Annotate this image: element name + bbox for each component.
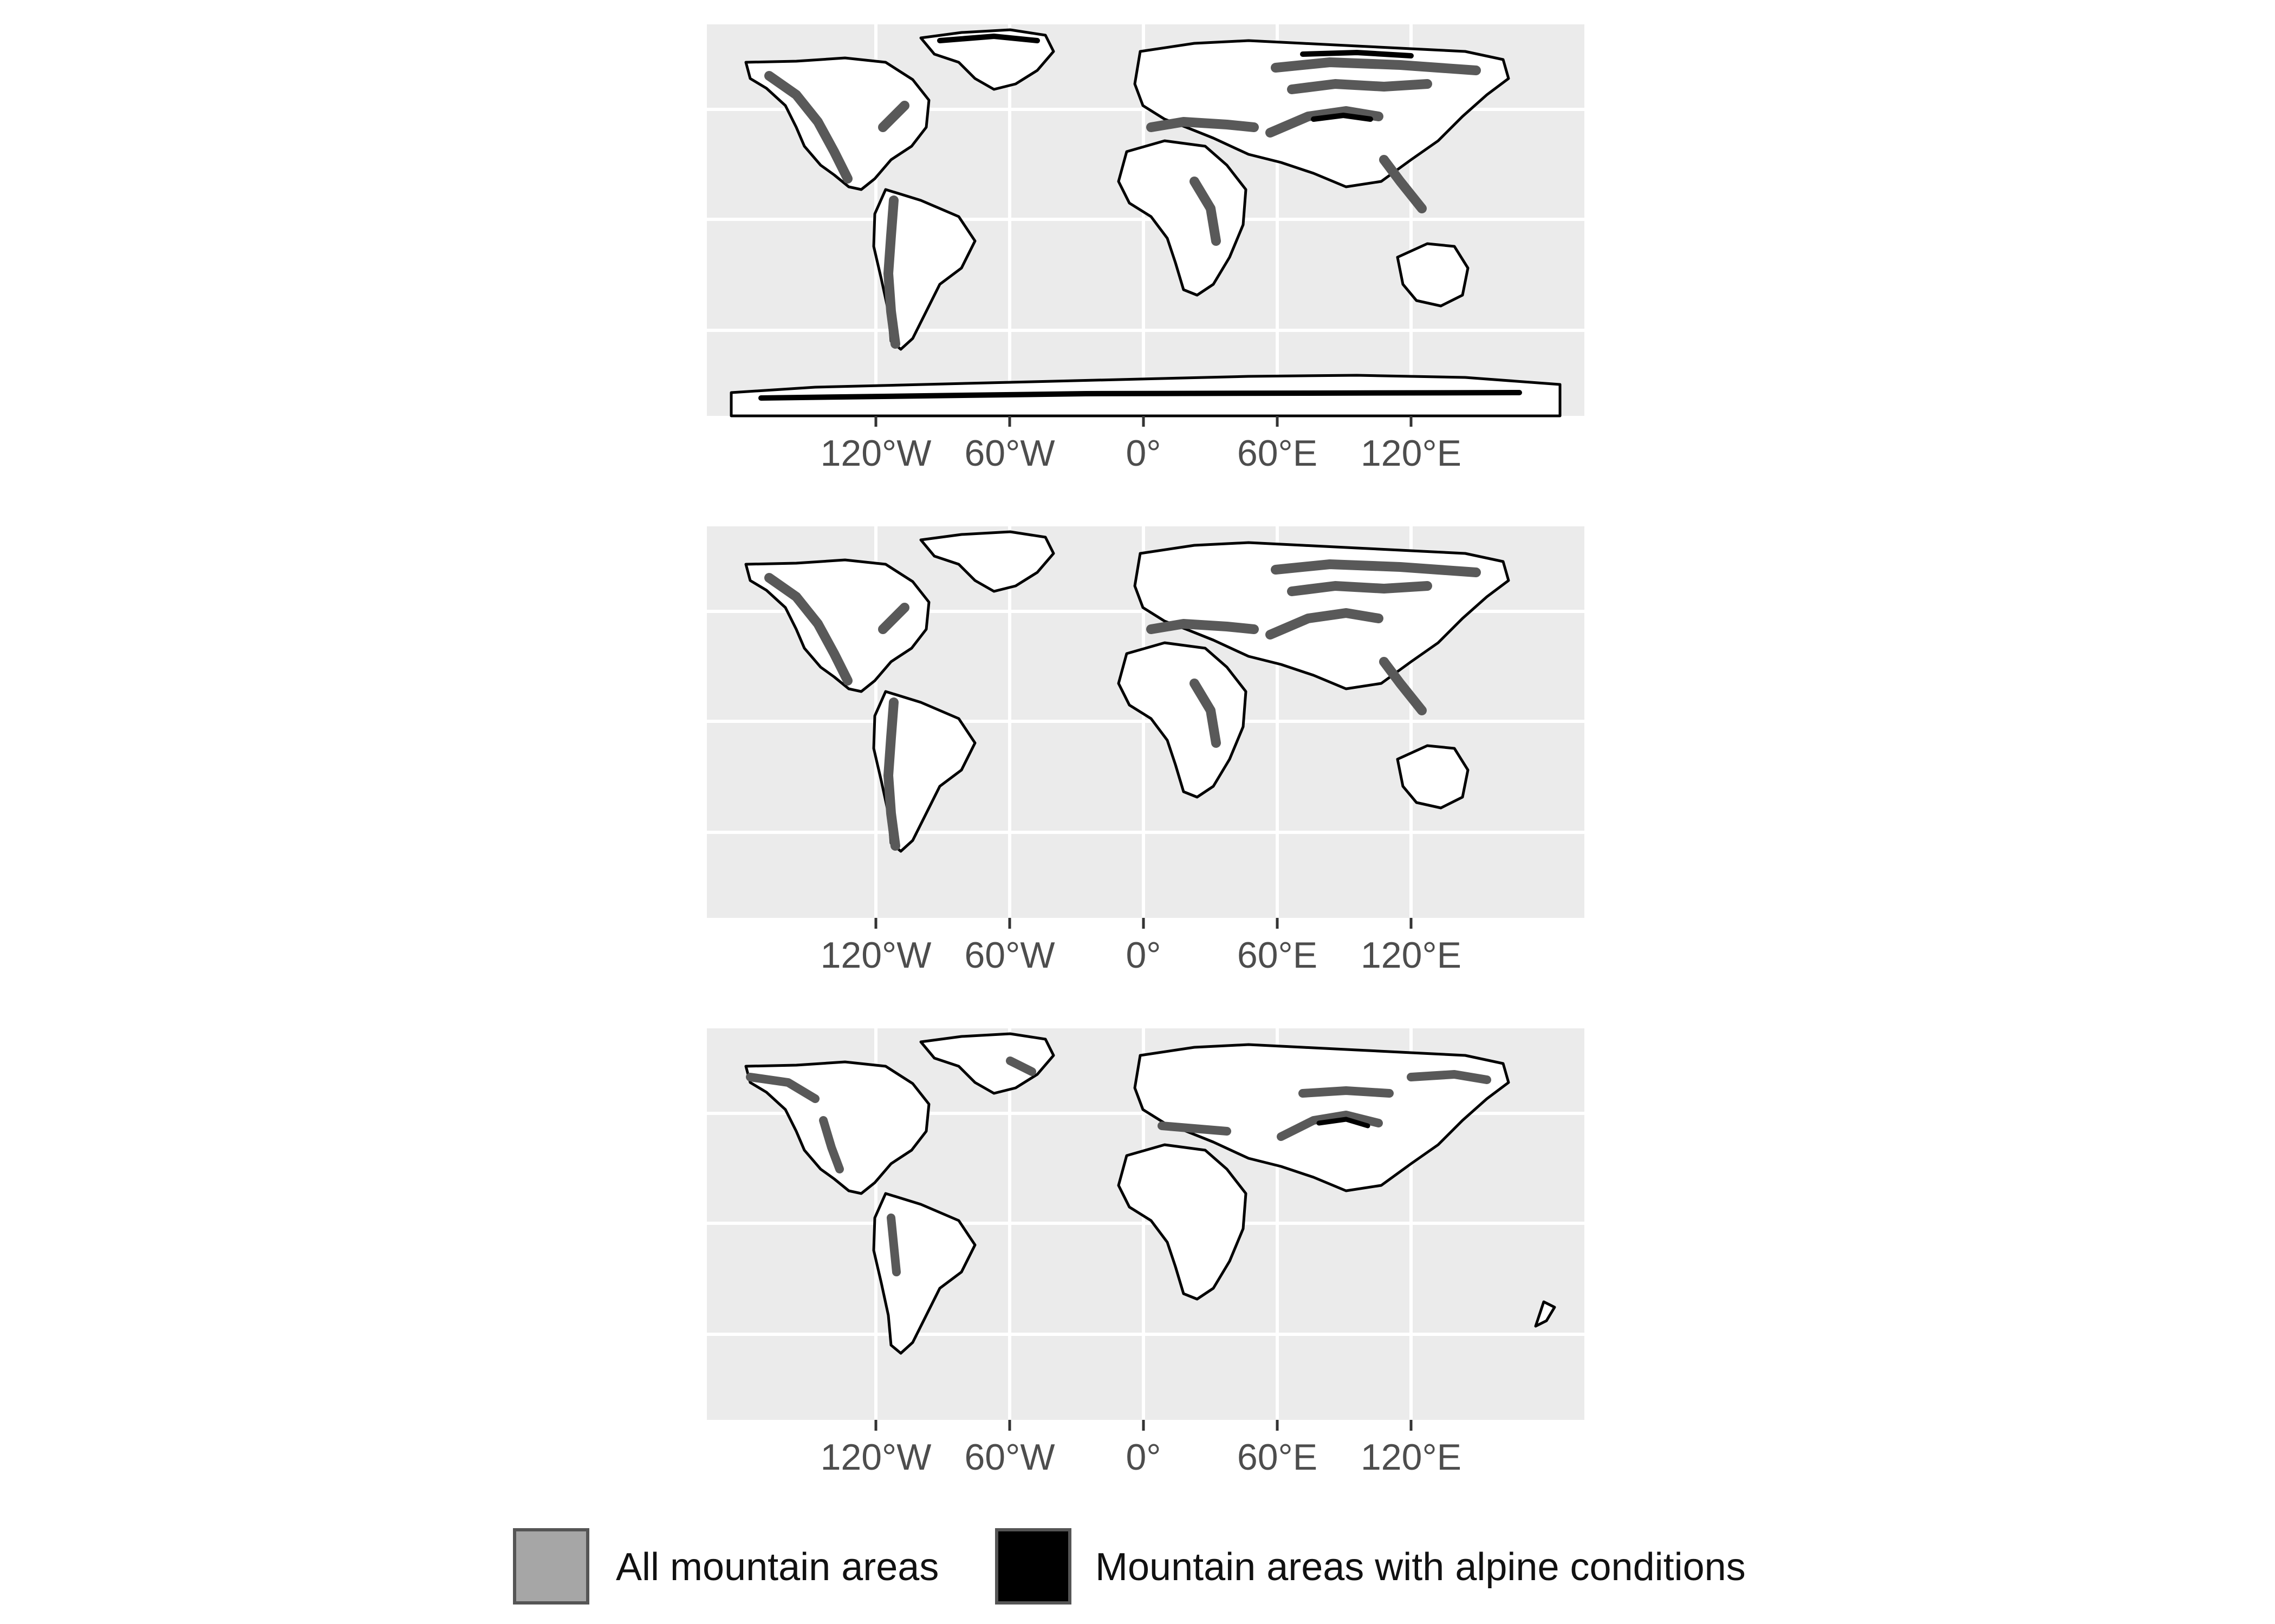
x-tick-label: 60°W bbox=[964, 433, 1055, 474]
x-tick-label: 120°W bbox=[821, 1437, 932, 1478]
mountain-range-southeast-asia bbox=[1379, 657, 1427, 715]
mountain-range-himalaya-tibet bbox=[1265, 106, 1383, 138]
mountain-range-andes bbox=[883, 697, 900, 851]
x-tick-label: 0° bbox=[1126, 935, 1161, 976]
x-tick-label: 120°E bbox=[1361, 1437, 1461, 1478]
alpine-area-greenland bbox=[937, 33, 1040, 43]
alpine-area-antarctica bbox=[758, 390, 1522, 401]
mountain-range-greenland bbox=[1006, 1056, 1036, 1076]
greenland bbox=[919, 1032, 1055, 1095]
x-tick-label: 60°E bbox=[1237, 1437, 1317, 1478]
x-tick-label: 60°W bbox=[964, 1437, 1055, 1478]
mountain-range-central-asia bbox=[1298, 1086, 1394, 1098]
africa bbox=[1117, 1143, 1247, 1301]
mountain-range-alps-caucasus bbox=[1158, 1121, 1231, 1136]
mountain-range-siberia bbox=[1271, 57, 1481, 75]
mountain-range-andes bbox=[887, 1214, 901, 1276]
mountain-range-alaska-canada bbox=[746, 1073, 820, 1103]
x-tick-label: 0° bbox=[1126, 433, 1161, 474]
x-axis-labels: 120°W 60°W 0° 60°E 120°E bbox=[821, 935, 1461, 976]
mountain-range-andes bbox=[883, 195, 900, 349]
south-america bbox=[872, 1192, 977, 1355]
mountain-areas bbox=[764, 559, 1481, 851]
mountain-areas bbox=[746, 1056, 1491, 1276]
legend-label-all-mountain-areas: All mountain areas bbox=[616, 1545, 939, 1589]
map-panel-middle: 120°W 60°W 0° 60°E 120°E bbox=[707, 526, 1584, 976]
mountain-range-central-asia bbox=[1287, 79, 1432, 94]
australia bbox=[1396, 242, 1470, 308]
mountain-range-appalachians bbox=[878, 603, 909, 634]
legend-item-alpine-conditions: Mountain areas with alpine conditions bbox=[995, 1528, 1746, 1605]
new-zealand bbox=[1534, 1300, 1556, 1328]
greenland bbox=[919, 530, 1055, 593]
legend-swatch-all-mountain-areas bbox=[513, 1528, 589, 1605]
australia bbox=[1396, 744, 1470, 810]
legend-label-alpine-conditions: Mountain areas with alpine conditions bbox=[1095, 1545, 1746, 1589]
mountain-range-central-asia bbox=[1287, 581, 1432, 596]
x-axis-labels: 120°W 60°W 0° 60°E 120°E bbox=[821, 1437, 1461, 1478]
north-america bbox=[744, 1060, 931, 1195]
mountain-range-himalaya-tibet bbox=[1277, 1111, 1383, 1141]
mountain-areas bbox=[764, 57, 1481, 349]
mountain-range-siberia bbox=[1407, 1070, 1491, 1084]
mountain-range-alps-caucasus bbox=[1146, 619, 1259, 634]
legend-swatch-alpine-conditions bbox=[995, 1528, 1071, 1605]
mountain-range-appalachians bbox=[878, 101, 909, 132]
south-america bbox=[872, 690, 977, 853]
mountain-range-rockies bbox=[764, 573, 853, 686]
mountain-range-alps-caucasus bbox=[1146, 117, 1259, 132]
map-panel-top: 120°W 60°W 0° 60°E 120°E bbox=[707, 24, 1584, 474]
alpine-area-tibet bbox=[1311, 112, 1373, 122]
x-tick-label: 120°W bbox=[821, 433, 932, 474]
x-tick-label: 60°E bbox=[1237, 935, 1317, 976]
mountain-range-himalaya-tibet bbox=[1265, 608, 1383, 640]
x-tick-label: 120°E bbox=[1361, 433, 1461, 474]
mountain-range-rockies bbox=[819, 1116, 844, 1173]
x-axis-ticks bbox=[874, 1420, 1413, 1431]
alpine-areas bbox=[1316, 1117, 1370, 1129]
legend-item-all-mountain-areas: All mountain areas bbox=[513, 1528, 939, 1605]
x-axis-ticks bbox=[874, 918, 1413, 929]
mountain-range-siberia bbox=[1271, 559, 1481, 577]
x-tick-label: 120°E bbox=[1361, 935, 1461, 976]
africa bbox=[1117, 139, 1247, 297]
x-axis-labels: 120°W 60°W 0° 60°E 120°E bbox=[821, 433, 1461, 474]
alpine-area-tibet bbox=[1316, 1117, 1370, 1129]
south-america bbox=[872, 188, 977, 351]
x-tick-label: 120°W bbox=[821, 935, 932, 976]
x-tick-label: 60°W bbox=[964, 935, 1055, 976]
greenland bbox=[919, 28, 1055, 91]
x-axis-ticks bbox=[874, 416, 1413, 427]
mountain-range-southeast-asia bbox=[1379, 155, 1427, 213]
mountain-range-east-africa bbox=[1190, 177, 1221, 246]
legend: All mountain areas Mountain areas with a… bbox=[513, 1528, 1746, 1605]
mountain-range-east-africa bbox=[1190, 679, 1221, 748]
map-panel-bottom: 120°W 60°W 0° 60°E 120°E bbox=[707, 1028, 1584, 1478]
africa bbox=[1117, 641, 1247, 799]
x-tick-label: 0° bbox=[1126, 1437, 1161, 1478]
alpine-area-arctic-islands bbox=[1300, 49, 1414, 58]
mountain-range-rockies bbox=[764, 71, 853, 184]
alpine-areas bbox=[758, 33, 1522, 401]
x-tick-label: 60°E bbox=[1237, 433, 1317, 474]
